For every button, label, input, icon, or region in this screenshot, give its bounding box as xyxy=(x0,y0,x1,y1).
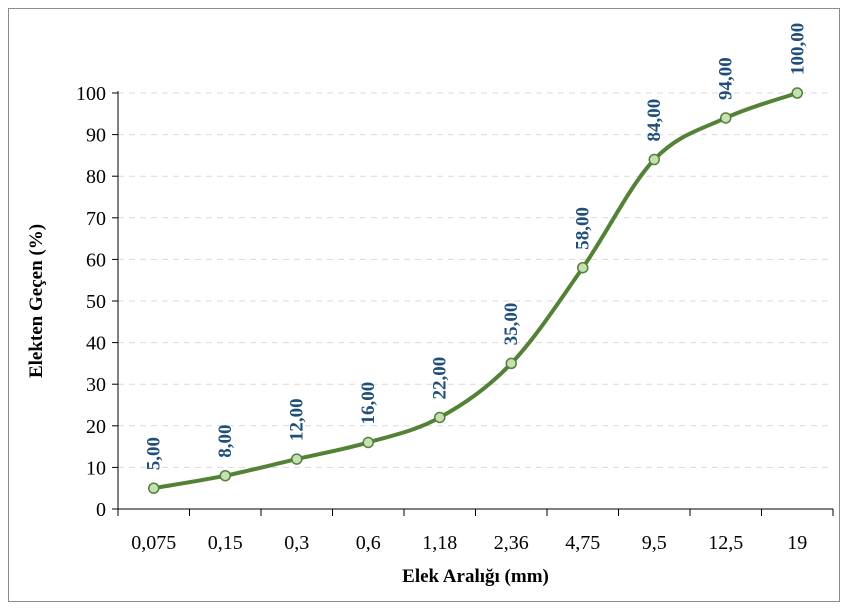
y-tick-label: 20 xyxy=(86,416,106,438)
x-tick-label: 0,15 xyxy=(208,532,243,554)
x-tick-label: 2,36 xyxy=(494,532,529,554)
data-label: 12,00 xyxy=(287,398,308,441)
data-point xyxy=(434,411,446,424)
y-tick-label: 40 xyxy=(86,333,106,355)
chart-frame xyxy=(8,8,840,602)
y-tick-label: 10 xyxy=(86,457,106,479)
x-tick-label: 0,3 xyxy=(284,532,309,554)
x-tick-label: 4,75 xyxy=(565,532,600,554)
data-label: 8,00 xyxy=(215,424,236,457)
y-tick-label: 60 xyxy=(86,249,106,271)
y-tick-label: 70 xyxy=(86,208,106,230)
data-point xyxy=(648,153,660,166)
x-tick-label: 0,075 xyxy=(131,532,176,554)
data-point xyxy=(219,469,231,482)
data-label: 100,00 xyxy=(787,23,808,75)
x-tick-label: 9,5 xyxy=(642,532,667,554)
data-label: 58,00 xyxy=(573,207,594,250)
x-axis-title: Elek Aralığı (mm) xyxy=(402,566,549,587)
data-point xyxy=(791,87,803,99)
y-tick-label: 100 xyxy=(76,83,106,105)
y-tick-label: 80 xyxy=(86,166,106,188)
data-label: 5,00 xyxy=(144,437,165,470)
x-tick-label: 12,5 xyxy=(708,532,743,554)
y-axis-title: Elekten Geçen (%) xyxy=(26,224,47,378)
data-point xyxy=(148,482,160,494)
data-label: 35,00 xyxy=(501,303,522,346)
data-label: 16,00 xyxy=(358,382,379,425)
data-label: 94,00 xyxy=(716,57,737,100)
y-tick-label: 90 xyxy=(86,125,106,147)
x-axis-ticks: 0,075 0,15 0,3 0,6 1,18 2,36 4,75 9,5 12,5 19 xyxy=(117,509,834,554)
x-tick-label: 19 xyxy=(787,532,807,554)
data-label: 22,00 xyxy=(430,357,451,400)
x-tick-label: 1,18 xyxy=(422,532,457,554)
y-axis-ticks: 0 10 20 30 40 50 60 70 80 90 100 xyxy=(76,83,118,521)
y-tick-label: 30 xyxy=(86,374,106,396)
data-point xyxy=(291,453,303,465)
series-line xyxy=(148,87,803,494)
data-point xyxy=(577,261,589,274)
gridlines xyxy=(118,92,833,468)
series-path xyxy=(153,91,798,491)
x-tick-label: 0,6 xyxy=(356,532,381,554)
data-point xyxy=(362,436,374,449)
y-tick-label: 50 xyxy=(86,291,106,313)
data-point xyxy=(505,357,517,370)
y-tick-label: 0 xyxy=(96,499,106,521)
data-label: 84,00 xyxy=(644,99,665,142)
data-labels: 5,00 8,00 12,00 16,00 22,00 35,00 58,00 84,00 94… xyxy=(144,23,809,470)
data-point xyxy=(720,112,732,124)
